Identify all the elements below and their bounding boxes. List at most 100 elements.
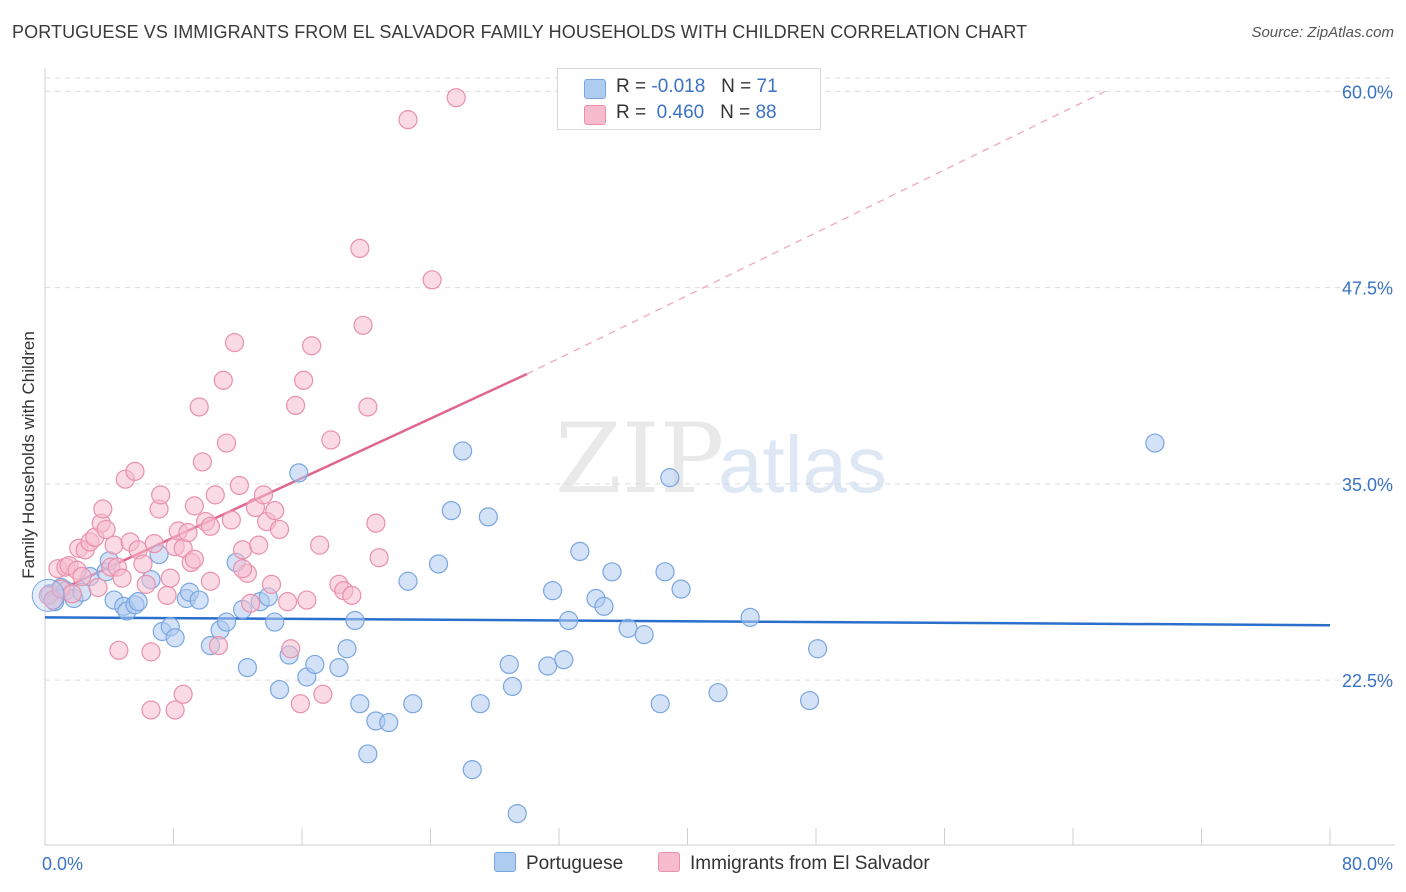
- point-el-salvador: [313, 684, 333, 704]
- point-el-salvador: [213, 370, 233, 390]
- point-portuguese: [165, 628, 185, 648]
- point-portuguese: [650, 694, 670, 714]
- legend-swatch-el-salvador: [584, 105, 606, 125]
- trend-line-el-salvador-extension: [526, 90, 1106, 375]
- legend-n-label: N =: [721, 76, 752, 97]
- trend-lines: [44, 90, 1331, 627]
- point-el-salvador: [136, 574, 156, 594]
- point-el-salvador: [297, 590, 317, 610]
- point-el-salvador: [72, 566, 92, 587]
- point-el-salvador: [353, 315, 373, 335]
- point-el-salvador: [141, 700, 161, 720]
- point-portuguese: [602, 562, 622, 582]
- legend-n-label: N =: [720, 102, 756, 123]
- point-portuguese: [470, 694, 490, 714]
- legend-n-value: 88: [755, 102, 777, 123]
- point-el-salvador: [358, 397, 378, 417]
- legend-r-value: 0.460: [656, 102, 705, 123]
- point-portuguese: [216, 612, 237, 632]
- y-tick-label: 47.5%: [1342, 279, 1393, 299]
- point-el-salvador: [205, 485, 225, 505]
- y-axis-title: Family Households with Children: [19, 331, 38, 579]
- point-el-salvador: [265, 500, 285, 521]
- point-portuguese: [660, 468, 680, 488]
- tick-labels: 22.5% 35.0% 47.5% 60.0% 0.0% 80.0%: [42, 82, 1393, 874]
- point-portuguese: [478, 507, 498, 527]
- bottom-legend-label: Portuguese: [526, 853, 624, 874]
- point-portuguese: [507, 803, 527, 824]
- point-el-salvador: [184, 496, 204, 516]
- point-portuguese: [554, 650, 574, 670]
- y-tick-label: 35.0%: [1342, 475, 1393, 495]
- point-el-salvador: [125, 461, 145, 481]
- point-el-salvador: [369, 548, 389, 568]
- watermark-zip: ZIP: [555, 403, 724, 515]
- data-points: [31, 88, 1165, 824]
- point-el-salvador: [294, 370, 314, 390]
- point-el-salvador: [208, 636, 229, 656]
- point-el-salvador: [189, 397, 209, 417]
- point-portuguese: [559, 610, 579, 631]
- point-portuguese: [594, 596, 614, 616]
- point-el-salvador: [133, 554, 153, 574]
- point-portuguese: [128, 592, 148, 612]
- point-portuguese: [502, 676, 523, 697]
- point-portuguese: [441, 500, 461, 521]
- point-portuguese-cluster: [31, 578, 65, 612]
- point-el-salvador: [141, 642, 161, 662]
- point-el-salvador: [109, 640, 129, 660]
- point-el-salvador: [151, 485, 171, 505]
- point-el-salvador: [173, 684, 193, 704]
- bottom-legend-label: Immigrants from El Salvador: [690, 853, 930, 874]
- point-portuguese: [358, 744, 378, 764]
- point-el-salvador: [350, 238, 370, 258]
- point-portuguese: [289, 463, 309, 483]
- point-el-salvador: [261, 574, 282, 594]
- point-el-salvador: [200, 516, 221, 536]
- watermark: ZIP atlas: [555, 403, 887, 515]
- point-portuguese: [345, 610, 365, 631]
- point-el-salvador: [178, 522, 198, 543]
- point-portuguese: [379, 712, 399, 733]
- point-el-salvador: [321, 430, 341, 450]
- point-portuguese: [655, 562, 675, 582]
- point-el-salvador: [342, 585, 362, 605]
- point-portuguese: [428, 554, 449, 574]
- legend-r-label: R =: [616, 102, 647, 123]
- bottom-legend-swatch-el-salvador: [658, 852, 680, 872]
- point-portuguese: [570, 541, 590, 562]
- point-portuguese: [808, 639, 828, 659]
- point-el-salvador: [446, 88, 466, 108]
- point-el-salvador: [302, 336, 322, 356]
- axes: [44, 68, 1395, 846]
- point-el-salvador: [192, 452, 213, 472]
- point-el-salvador: [224, 333, 245, 353]
- correlation-legend: R = -0.018 N = 71 R = 0.460 N = 88: [557, 68, 821, 130]
- point-portuguese: [671, 579, 691, 599]
- point-portuguese: [305, 654, 325, 675]
- trend-line-el-salvador: [44, 372, 528, 599]
- point-portuguese: [398, 571, 418, 591]
- point-portuguese: [403, 694, 423, 714]
- point-portuguese: [337, 639, 357, 659]
- point-el-salvador: [62, 584, 82, 604]
- point-el-salvador: [165, 700, 185, 720]
- legend-swatch-portuguese: [584, 79, 606, 99]
- point-el-salvador: [229, 475, 249, 496]
- point-portuguese: [237, 657, 257, 678]
- point-portuguese: [538, 656, 558, 676]
- point-portuguese: [618, 618, 638, 638]
- point-portuguese: [269, 679, 290, 700]
- legend-r-value: -0.018: [651, 76, 706, 97]
- point-el-salvador: [232, 540, 253, 560]
- point-el-salvador: [269, 519, 290, 540]
- x-tick-label: 0.0%: [42, 854, 83, 874]
- point-el-salvador: [216, 433, 237, 453]
- point-portuguese: [350, 694, 370, 714]
- point-el-salvador: [232, 559, 253, 579]
- point-el-salvador: [249, 535, 269, 555]
- point-el-salvador: [366, 513, 386, 533]
- bottom-legend-el-salvador: Immigrants from El Salvador: [658, 852, 930, 875]
- point-el-salvador: [93, 499, 113, 519]
- point-el-salvador: [422, 270, 442, 290]
